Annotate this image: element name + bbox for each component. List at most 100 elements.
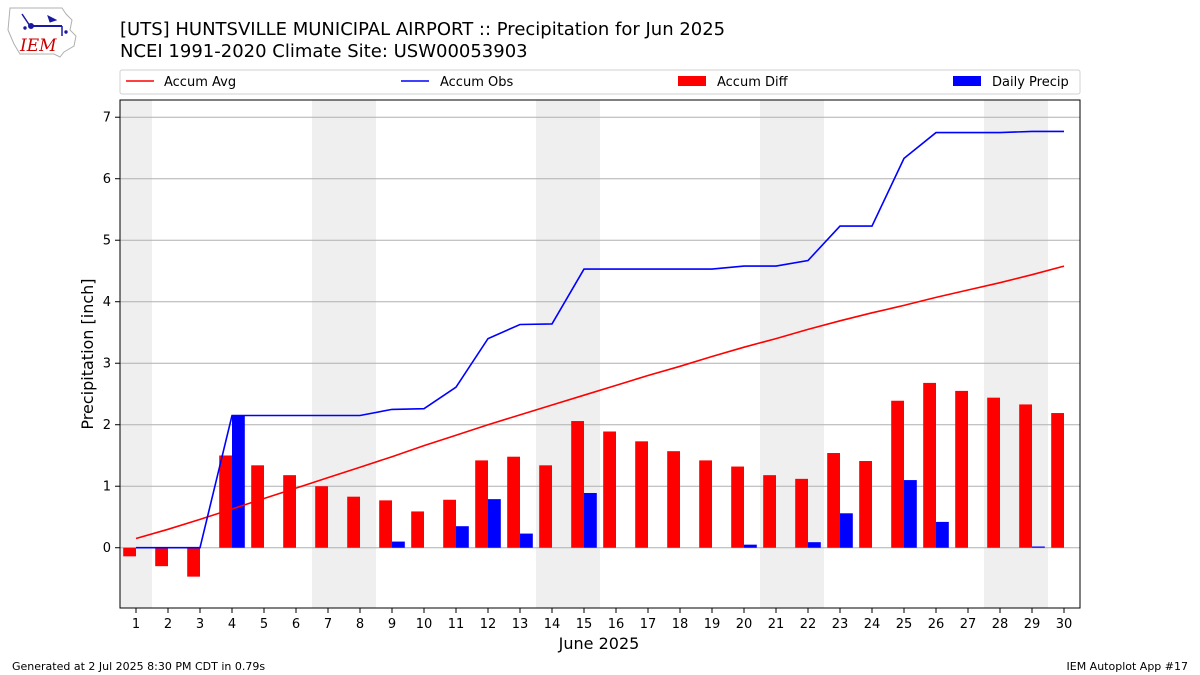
- daily-precip-bar: [936, 521, 949, 548]
- plot-frame: [119, 99, 1081, 609]
- x-tick-label: 10: [416, 617, 433, 632]
- daily-precip-bar: [520, 533, 533, 548]
- legend-label-daily-precip: Daily Precip: [992, 75, 1069, 90]
- lines: [135, 130, 1065, 549]
- daily-precip-bar: [392, 541, 405, 548]
- accum-diff-bar: [987, 397, 1000, 548]
- bars: [123, 382, 1064, 577]
- accum-diff-bar: [315, 486, 328, 548]
- y-axis-ticks: 0 1 2 3 4 5 6 7: [103, 111, 120, 556]
- weather-station-icon: [21, 13, 68, 36]
- accum-diff-bar: [443, 499, 456, 548]
- x-tick-label: 23: [832, 617, 849, 632]
- accum-diff-bar: [379, 500, 392, 548]
- y-tick-label: 5: [103, 234, 111, 249]
- x-tick-label: 13: [512, 617, 529, 632]
- x-tick-label: 4: [228, 617, 236, 632]
- daily-precip-bar: [232, 415, 245, 548]
- accum-diff-bar: [475, 460, 488, 548]
- accum-diff-bar: [187, 547, 200, 577]
- daily-precip-bar: [456, 526, 469, 548]
- x-tick-label: 25: [896, 617, 913, 632]
- x-tick-label: 24: [864, 617, 881, 632]
- accum-diff-bar: [891, 400, 904, 548]
- accum-diff-bar: [635, 441, 648, 548]
- x-tick-label: 20: [736, 617, 753, 632]
- daily-precip-bar: [744, 544, 757, 548]
- legend-label-accum-avg: Accum Avg: [164, 75, 236, 90]
- x-tick-label: 27: [960, 617, 977, 632]
- x-tick-label: 1: [132, 617, 140, 632]
- accum-diff-bar: [411, 511, 424, 548]
- x-tick-label: 11: [448, 617, 465, 632]
- x-tick-label: 18: [672, 617, 689, 632]
- x-tick-label: 9: [388, 617, 396, 632]
- chart-title: [UTS] HUNTSVILLE MUNICIPAL AIRPORT :: Pr…: [120, 19, 725, 40]
- x-tick-label: 21: [768, 617, 785, 632]
- legend: Accum Avg Accum Obs Accum Diff Daily Pre…: [119, 69, 1081, 95]
- x-tick-label: 26: [928, 617, 945, 632]
- x-tick-label: 14: [544, 617, 561, 632]
- chart-subtitle: NCEI 1991-2020 Climate Site: USW00053903: [120, 41, 528, 62]
- accum-diff-bar: [923, 382, 936, 548]
- y-tick-label: 7: [103, 111, 111, 126]
- y-tick-label: 2: [103, 418, 111, 433]
- legend-entry-daily-precip: Daily Precip: [953, 75, 1069, 90]
- daily-precip-bar: [808, 542, 821, 548]
- x-tick-label: 17: [640, 617, 657, 632]
- gridlines: [120, 116, 1080, 549]
- legend-box: [119, 69, 1081, 95]
- footer-app: IEM Autoplot App #17: [1067, 660, 1189, 673]
- legend-label-accum-obs: Accum Obs: [440, 75, 513, 90]
- accum-diff-bar: [699, 460, 712, 548]
- x-tick-label: 22: [800, 617, 817, 632]
- accum-diff-bar: [1019, 404, 1032, 548]
- accum-diff-bar: [859, 461, 872, 548]
- legend-entry-accum-diff: Accum Diff: [678, 75, 789, 90]
- accum-obs-line: [136, 130, 1064, 549]
- logo-text: IEM: [19, 36, 57, 56]
- footer-generated: Generated at 2 Jul 2025 8:30 PM CDT in 0…: [12, 660, 265, 673]
- accum-avg-line: [135, 265, 1065, 540]
- y-tick-label: 0: [103, 541, 111, 556]
- x-tick-label: 6: [292, 617, 300, 632]
- x-tick-label: 29: [1024, 617, 1041, 632]
- accum-diff-bar: [539, 465, 552, 548]
- accum-diff-bar: [795, 478, 808, 548]
- x-tick-label: 2: [164, 617, 172, 632]
- accum-diff-bar: [763, 475, 776, 548]
- y-axis-label: Precipitation [inch]: [78, 278, 97, 429]
- daily-precip-bar: [840, 513, 853, 548]
- x-tick-label: 28: [992, 617, 1009, 632]
- daily-precip-bar: [584, 492, 597, 548]
- y-tick-label: 3: [103, 357, 111, 372]
- x-tick-label: 5: [260, 617, 268, 632]
- accum-diff-bar: [507, 456, 520, 548]
- legend-label-accum-diff: Accum Diff: [717, 75, 789, 90]
- accum-diff-bar: [251, 465, 264, 548]
- x-axis-ticks: 1 2 3 4 5 6 7 8 9 10 11 12 13 14 15 16 17 18 19 20 21 22 23 24 2…: [132, 608, 1072, 632]
- accum-diff-bar: [603, 431, 616, 548]
- accum-diff-bar: [667, 451, 680, 548]
- x-tick-label: 15: [576, 617, 593, 632]
- accum-diff-bar: [219, 455, 232, 548]
- x-axis-label: June 2025: [558, 634, 640, 653]
- iem-logo: IEM: [7, 7, 77, 58]
- accum-diff-bar: [955, 390, 968, 548]
- daily-precip-bar: [488, 499, 501, 548]
- iowa-outline-icon: [7, 7, 77, 58]
- x-tick-label: 19: [704, 617, 721, 632]
- accum-diff-bar: [571, 421, 584, 548]
- weekend-band: [120, 100, 152, 608]
- legend-entry-accum-obs: Accum Obs: [401, 75, 513, 90]
- x-tick-label: 30: [1056, 617, 1073, 632]
- y-tick-label: 1: [103, 480, 111, 495]
- accum-diff-bar: [1051, 413, 1064, 548]
- x-tick-label: 7: [324, 617, 332, 632]
- accum-diff-bar: [123, 547, 136, 557]
- accum-diff-bar: [283, 475, 296, 548]
- x-tick-label: 16: [608, 617, 625, 632]
- daily-precip-bar: [904, 480, 917, 548]
- y-tick-label: 6: [103, 172, 111, 187]
